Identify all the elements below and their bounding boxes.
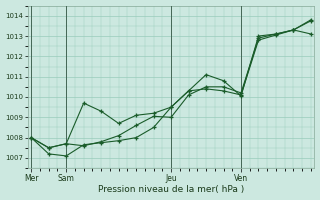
X-axis label: Pression niveau de la mer( hPa ): Pression niveau de la mer( hPa ) xyxy=(98,185,244,194)
